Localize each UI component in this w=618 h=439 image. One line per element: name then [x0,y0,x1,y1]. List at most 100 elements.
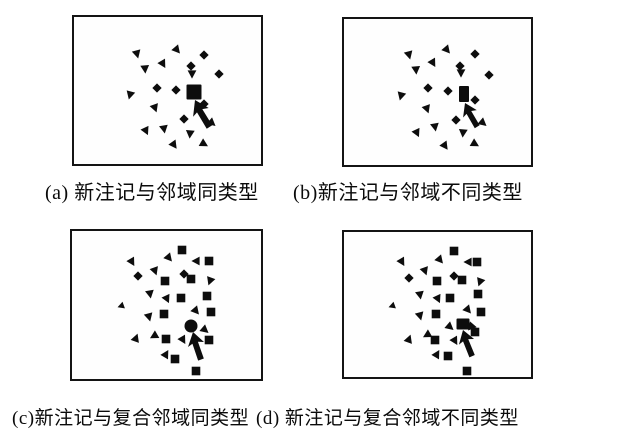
triangle-glyph [177,334,186,344]
triangle-glyph [117,301,125,309]
panel-c-composite-same-type [70,229,263,381]
triangle-glyph [145,289,154,299]
square-glyph [476,307,486,317]
square-glyph [160,276,170,286]
triangle-glyph [143,312,153,322]
triangle-glyph [434,254,443,264]
diamond-glyph [449,271,459,281]
square-glyph [206,307,216,317]
diamond-glyph [423,83,433,93]
triangle-glyph [441,44,450,54]
panel-a-canvas [126,44,224,149]
triangle-glyph [431,350,440,360]
triangle-glyph [190,305,199,315]
new-annotation-marker [186,84,202,100]
triangle-glyph [130,333,139,343]
leader-arrow-icon [193,100,213,129]
triangle-glyph [423,329,433,338]
diamond-glyph [171,85,181,95]
triangle-glyph [456,69,466,78]
triangle-glyph [187,70,197,79]
triangle-glyph [140,125,149,136]
diamond-glyph [470,95,480,105]
triangle-glyph [477,117,487,126]
triangle-glyph [126,90,136,100]
panel-c-canvas [117,245,216,376]
triangle-glyph [430,122,439,132]
diamond-glyph [455,61,465,71]
square-glyph [457,275,467,285]
triangle-glyph [415,290,424,300]
diamond-glyph [199,50,209,60]
triangle-glyph [432,293,441,304]
square-glyph [462,366,472,376]
triangle-glyph [463,257,472,267]
triangle-glyph [421,104,430,114]
square-glyph [191,366,201,376]
leader-arrow-icon [188,332,204,361]
triangle-glyph [198,138,208,147]
square-glyph [445,293,455,303]
triangle-glyph [157,58,166,68]
triangle-glyph [396,256,405,266]
panel-d-composite-different-type [342,230,533,379]
triangle-glyph [149,266,158,276]
diamond-glyph [451,115,461,125]
triangle-glyph [160,350,169,360]
triangle-glyph [140,65,150,74]
square-glyph [473,289,483,299]
diamond-glyph [404,273,414,283]
triangle-glyph [444,321,454,330]
panel-d-canvas [388,246,486,376]
diamond-glyph [133,271,143,281]
square-glyph [472,257,482,267]
diamond-glyph [186,61,196,71]
diamond-glyph [443,86,453,96]
triangle-glyph [411,66,421,75]
square-glyph [470,327,480,337]
square-glyph [159,309,169,319]
square-glyph [432,276,442,286]
triangle-glyph [403,50,413,60]
leader-arrow-icon [458,330,475,358]
square-glyph [204,335,214,345]
triangle-glyph [149,103,158,113]
triangle-glyph [388,301,396,309]
caption-d: (d) 新注记与复合邻域不同类型 [256,408,519,429]
triangle-glyph [163,252,172,262]
triangle-glyph [403,334,412,344]
triangle-glyph [199,324,209,333]
triangle-glyph [439,140,448,150]
caption-a: (a) 新注记与邻域同类型 [45,182,259,204]
square-glyph [431,309,441,319]
triangle-glyph [419,266,428,276]
triangle-glyph [462,304,471,314]
triangle-glyph [427,57,436,67]
square-glyph [161,334,171,344]
diamond-glyph [179,114,189,124]
triangle-glyph [477,277,486,287]
diamond-glyph [152,83,162,93]
square-glyph [430,335,440,345]
caption-c: (c)新注记与复合邻域同类型 [12,408,250,429]
square-glyph [186,274,196,284]
triangle-glyph [161,293,170,304]
triangle-glyph [159,124,168,134]
panel-a-same-type-neighborhood [72,15,263,166]
triangle-glyph [191,256,200,266]
triangle-glyph [131,49,141,59]
new-annotation-marker [459,86,469,102]
triangle-glyph [397,91,407,101]
panel-b-canvas [397,44,494,150]
triangle-glyph [150,330,160,339]
triangle-glyph [458,129,468,138]
square-glyph [170,354,180,364]
new-annotation-marker [184,319,198,333]
triangle-glyph [469,138,479,147]
square-glyph [202,291,212,301]
diamond-glyph [470,49,480,59]
square-glyph [449,246,459,256]
square-glyph [204,256,214,266]
triangle-glyph [171,44,180,54]
